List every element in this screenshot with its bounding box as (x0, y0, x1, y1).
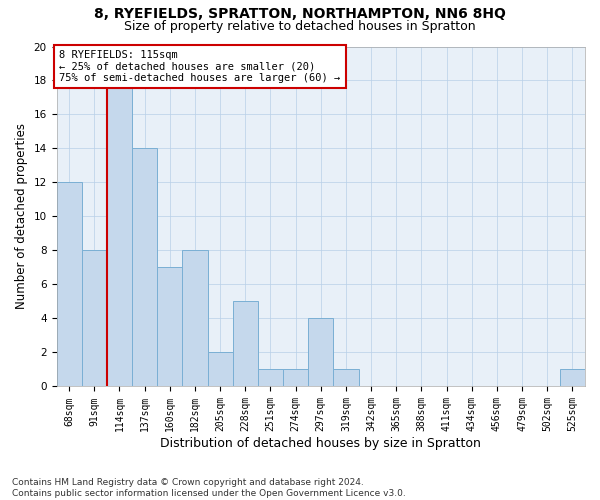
Bar (258, 370, 283, 386)
Bar (157, 268, 182, 386)
Bar (208, 352, 233, 386)
Text: 8, RYEFIELDS, SPRATTON, NORTHAMPTON, NN6 8HQ: 8, RYEFIELDS, SPRATTON, NORTHAMPTON, NN6… (94, 8, 506, 22)
Bar (560, 370, 585, 386)
Bar (334, 370, 359, 386)
Bar (182, 250, 208, 386)
Text: 8 RYEFIELDS: 115sqm
← 25% of detached houses are smaller (20)
75% of semi-detach: 8 RYEFIELDS: 115sqm ← 25% of detached ho… (59, 50, 340, 83)
Bar (283, 370, 308, 386)
Text: Contains HM Land Registry data © Crown copyright and database right 2024.
Contai: Contains HM Land Registry data © Crown c… (12, 478, 406, 498)
Bar (308, 318, 334, 386)
Y-axis label: Number of detached properties: Number of detached properties (15, 124, 28, 310)
Bar (233, 302, 258, 386)
Bar (132, 148, 157, 386)
Text: Size of property relative to detached houses in Spratton: Size of property relative to detached ho… (124, 20, 476, 33)
Bar (56, 182, 82, 386)
Bar (82, 250, 107, 386)
Bar (107, 64, 132, 386)
X-axis label: Distribution of detached houses by size in Spratton: Distribution of detached houses by size … (160, 437, 481, 450)
